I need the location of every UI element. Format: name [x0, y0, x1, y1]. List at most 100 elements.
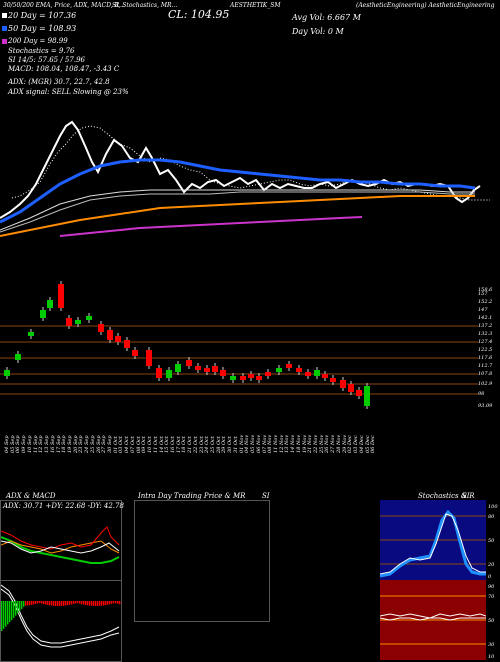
macd-bar [7, 601, 9, 625]
candle-body [115, 336, 121, 342]
price-tick-label: 98 [478, 391, 485, 397]
macd-bar [71, 601, 73, 605]
macd-bar [101, 601, 103, 606]
candle-body [86, 316, 92, 320]
candle-body [186, 360, 192, 366]
macd-bar [35, 601, 37, 604]
candle-body [286, 364, 292, 368]
oscillator-tick-label: 70 [488, 594, 495, 600]
price-tick-label: 93.09 [478, 403, 493, 409]
macd-bar [21, 601, 23, 609]
candle-body [330, 378, 336, 382]
adx-readout: ADX: (MGR) 30.7, 22.7, 42.8 [8, 78, 110, 86]
day-volume: Day Vol: 0 M [292, 27, 344, 36]
price-tick-label: 158.6 [478, 287, 493, 293]
macd-bar [99, 601, 101, 606]
ticker-info: (AestheticEngineering) AestheticEngineer… [356, 2, 495, 9]
adx-panel-readout: ADX: 30.71 +DY: 22.68 -DY: 42.78 [3, 502, 124, 510]
macd-bar [65, 601, 67, 606]
candle-body [212, 366, 218, 372]
candle-body [28, 332, 34, 336]
ema200-readout: 200 Day = 98.99 [8, 37, 68, 45]
date-tick-label: 06 Nov [255, 434, 262, 453]
macd-bar [15, 601, 17, 616]
price-tick-label: 147 [478, 307, 488, 313]
date-axis: 04 Sep 05 Sep 06 Sep 09 Sep 10 Sep 11 Sep 12 S… [0, 413, 500, 483]
macd-bar [19, 601, 21, 612]
stochastics-lines [380, 509, 486, 578]
oscillator-tick-label: 20 [488, 562, 495, 568]
macd-bar [9, 601, 11, 623]
price-tick-label: 112.7 [478, 363, 493, 369]
ema-chart [0, 120, 490, 237]
candle-body [146, 350, 152, 366]
macd-bar [97, 601, 99, 606]
oscillator-tick-label: 10 [488, 654, 495, 660]
macd-bar [5, 601, 7, 627]
si-lines [380, 595, 486, 645]
candle-body [4, 370, 10, 376]
macd-bar [109, 601, 111, 605]
date-tick-label: 11 Oct [152, 436, 159, 453]
date-tick-label: 07 Oct [129, 436, 136, 453]
symbol-line: AESTHETIK_SM [230, 2, 281, 9]
candle-body [305, 372, 311, 376]
candle-body [175, 364, 181, 372]
candle-body [58, 284, 64, 308]
macd-bar [89, 601, 91, 606]
close-price-label: CL: 104.95 [168, 8, 230, 21]
candle-body [256, 376, 262, 380]
macd-bar [49, 601, 51, 606]
stoch-line: SI, Stochastics, MR... [112, 2, 178, 9]
macd-bar [79, 601, 81, 604]
si-panel [380, 580, 486, 660]
macd-bar [67, 601, 69, 606]
macd-bar [93, 601, 95, 606]
macd-bar [51, 601, 53, 606]
intraday-panel-si: SI [262, 492, 270, 500]
macd-panel [0, 580, 122, 662]
macd-histogram [1, 584, 121, 648]
candle-body [314, 370, 320, 376]
price-axis: 158.6 157 152.2 147 142.1 137.2 132.3 127.4 122.… [478, 280, 500, 410]
price-tick-label: 137.2 [478, 323, 493, 329]
candle-body [47, 300, 53, 308]
macd-bar [37, 601, 39, 604]
oscillator-tick-label: 80 [488, 514, 495, 520]
macd-bar [29, 601, 31, 606]
macd-bar [83, 601, 85, 605]
price-tick-label: 127.4 [478, 339, 493, 345]
macd-bar [27, 601, 29, 606]
macd-bar [63, 601, 65, 606]
intraday-panel [134, 500, 270, 622]
oscillator-tick-label: 0 [488, 574, 492, 580]
candle-body [15, 354, 21, 360]
date-tick-label: 22 Oct [192, 436, 199, 453]
candle-body [156, 368, 162, 378]
macd-bar [3, 601, 5, 629]
date-tick-label: 10 Sep [26, 435, 33, 453]
oscillator-tick-label: 100 [488, 504, 498, 510]
ema200-legend-icon [2, 39, 7, 44]
candle-body [364, 386, 370, 406]
macd-bar [33, 601, 35, 605]
ema50-legend-icon [2, 26, 7, 31]
adx-panel-title: ADX & MACD [6, 492, 56, 500]
macd-bar [107, 601, 109, 605]
date-tick-label: 25 Sep [89, 435, 96, 453]
candle-body [240, 376, 246, 380]
price-tick-label: 122.5 [478, 347, 493, 353]
macd-bar [103, 601, 105, 606]
candle-body [204, 368, 210, 372]
macd-bar [87, 601, 89, 606]
macd-bar [55, 601, 57, 606]
macd-bar [115, 601, 117, 604]
macd-bar [45, 601, 47, 605]
candle-body [265, 372, 271, 376]
stochastics-readout: Stochastics = 9.76 [8, 47, 75, 55]
candle-body [98, 324, 104, 332]
candle-body [356, 390, 362, 396]
macd-bar [111, 601, 113, 604]
ema20-legend-icon [2, 13, 7, 18]
macd-bar [17, 601, 19, 614]
